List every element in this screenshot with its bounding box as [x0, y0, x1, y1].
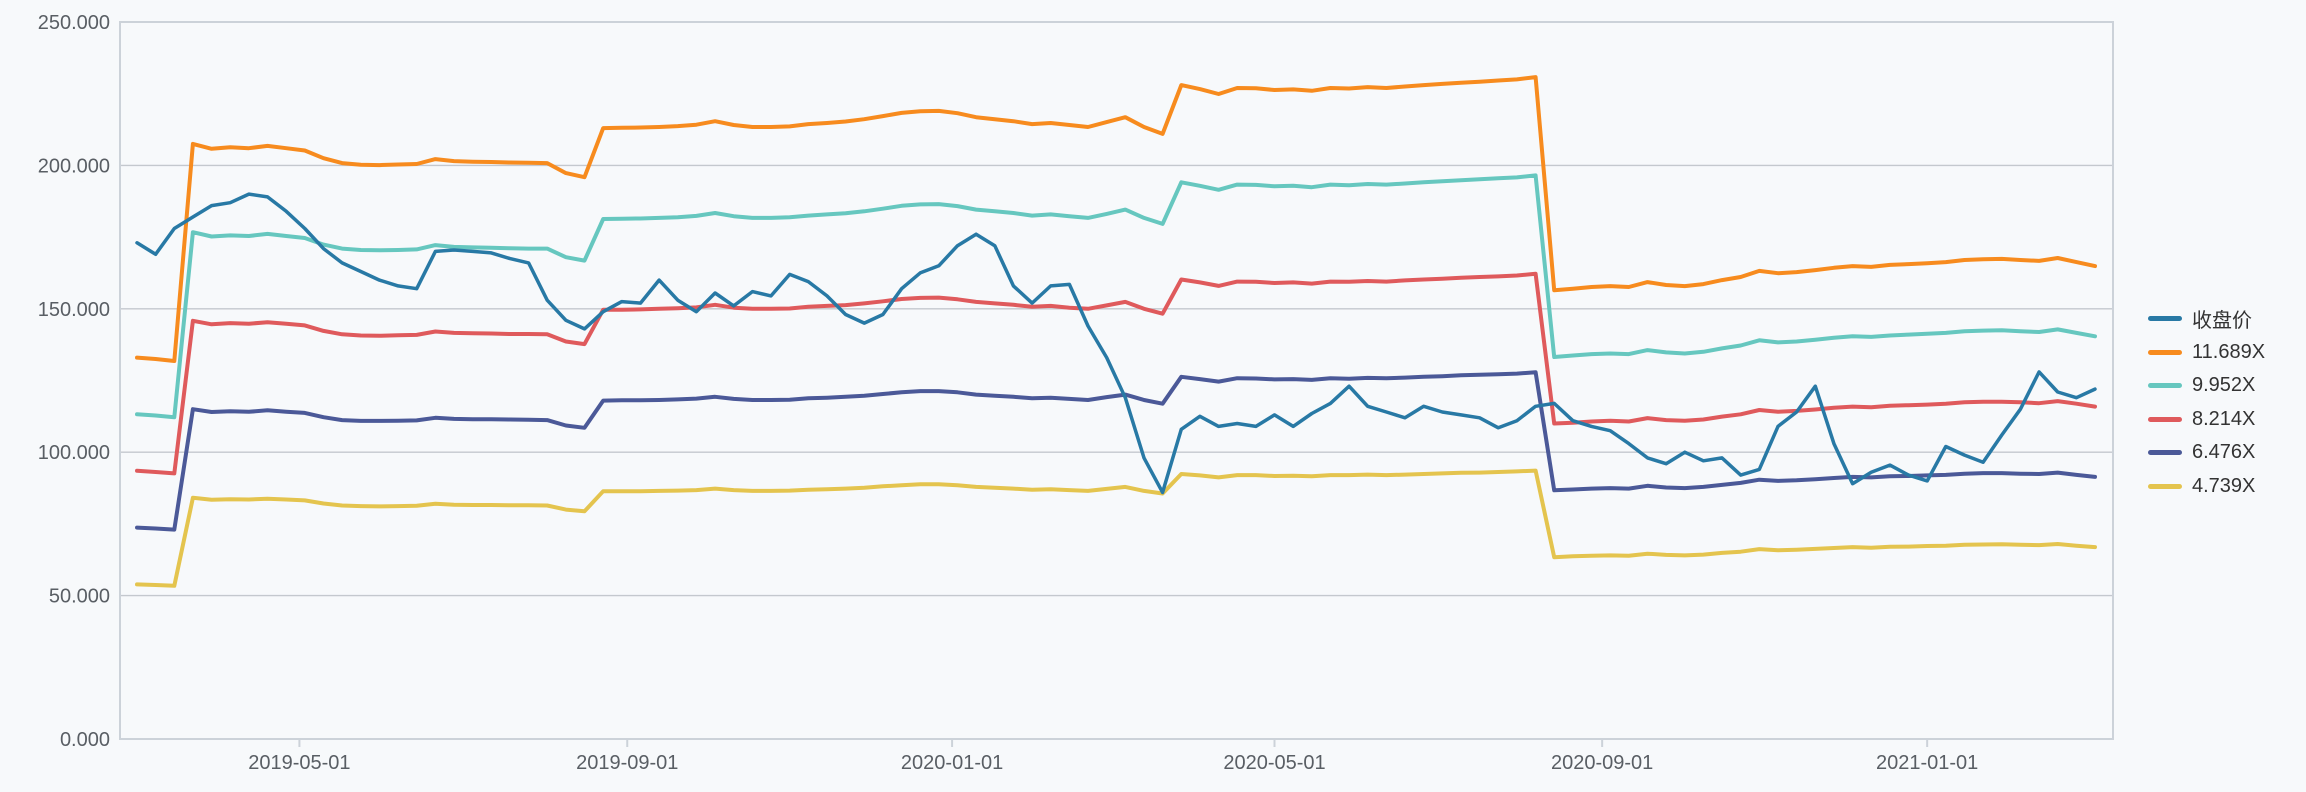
series-line-6.476x [135, 370, 2097, 532]
series-line-8.214x [135, 271, 2097, 476]
legend-label: 11.689X [2192, 340, 2266, 363]
x-axis-label: 2019-05-01 [248, 752, 350, 774]
legend-swatch-icon [2148, 316, 2182, 322]
legend-item-1[interactable]: 11.689X [2148, 336, 2265, 370]
y-axis-label: 150.000 [38, 299, 110, 321]
series-line-4.739x [135, 468, 2097, 588]
y-axis-label: 100.000 [38, 442, 110, 464]
legend-swatch-icon [2148, 450, 2182, 456]
y-axis-label: 0.000 [60, 729, 110, 751]
x-axis-label: 2020-01-01 [901, 752, 1003, 774]
plot-area[interactable] [119, 21, 2114, 740]
legend-label: 6.476X [2192, 441, 2256, 464]
y-axis-label: 250.000 [38, 12, 110, 34]
y-axis-label: 50.000 [49, 586, 110, 608]
legend-label: 收盘价 [2192, 310, 2252, 333]
legend-item-2[interactable]: 9.952X [2148, 369, 2265, 403]
y-axis-label: 200.000 [38, 155, 110, 177]
x-axis-label: 2020-05-01 [1223, 752, 1325, 774]
series-line-9.952x [135, 173, 2097, 420]
legend-label: 4.739X [2192, 474, 2256, 497]
legend-label: 9.952X [2192, 374, 2256, 397]
legend-item-3[interactable]: 8.214X [2148, 403, 2265, 437]
legend-swatch-icon [2148, 349, 2182, 355]
series-line-price [135, 192, 2097, 495]
legend-swatch-icon [2148, 383, 2182, 389]
legend-swatch-icon [2148, 416, 2182, 422]
x-axis-label: 2020-09-01 [1551, 752, 1653, 774]
chart-legend: 收盘价 11.689X 9.952X 8.214X 6.476X 4.739X [2148, 302, 2265, 503]
series-line-11.689x [135, 75, 2097, 363]
legend-swatch-icon [2148, 483, 2182, 489]
legend-item-5[interactable]: 4.739X [2148, 470, 2265, 504]
legend-label: 8.214X [2192, 407, 2256, 430]
legend-item-0[interactable]: 收盘价 [2148, 302, 2265, 336]
x-axis-label: 2019-09-01 [576, 752, 678, 774]
legend-item-4[interactable]: 6.476X [2148, 436, 2265, 470]
x-axis-label: 2021-01-01 [1876, 752, 1978, 774]
